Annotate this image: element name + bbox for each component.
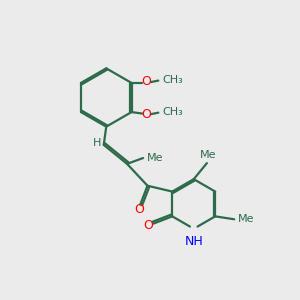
Text: NH: NH (184, 235, 203, 248)
Text: O: O (143, 219, 153, 232)
Text: O: O (142, 75, 152, 88)
Text: H: H (93, 138, 101, 148)
Text: O: O (142, 109, 152, 122)
Text: CH₃: CH₃ (163, 107, 184, 117)
Text: CH₃: CH₃ (163, 75, 184, 85)
Text: Me: Me (147, 153, 163, 163)
Text: O: O (134, 203, 144, 216)
Text: Me: Me (238, 214, 254, 224)
Text: Me: Me (200, 150, 217, 160)
